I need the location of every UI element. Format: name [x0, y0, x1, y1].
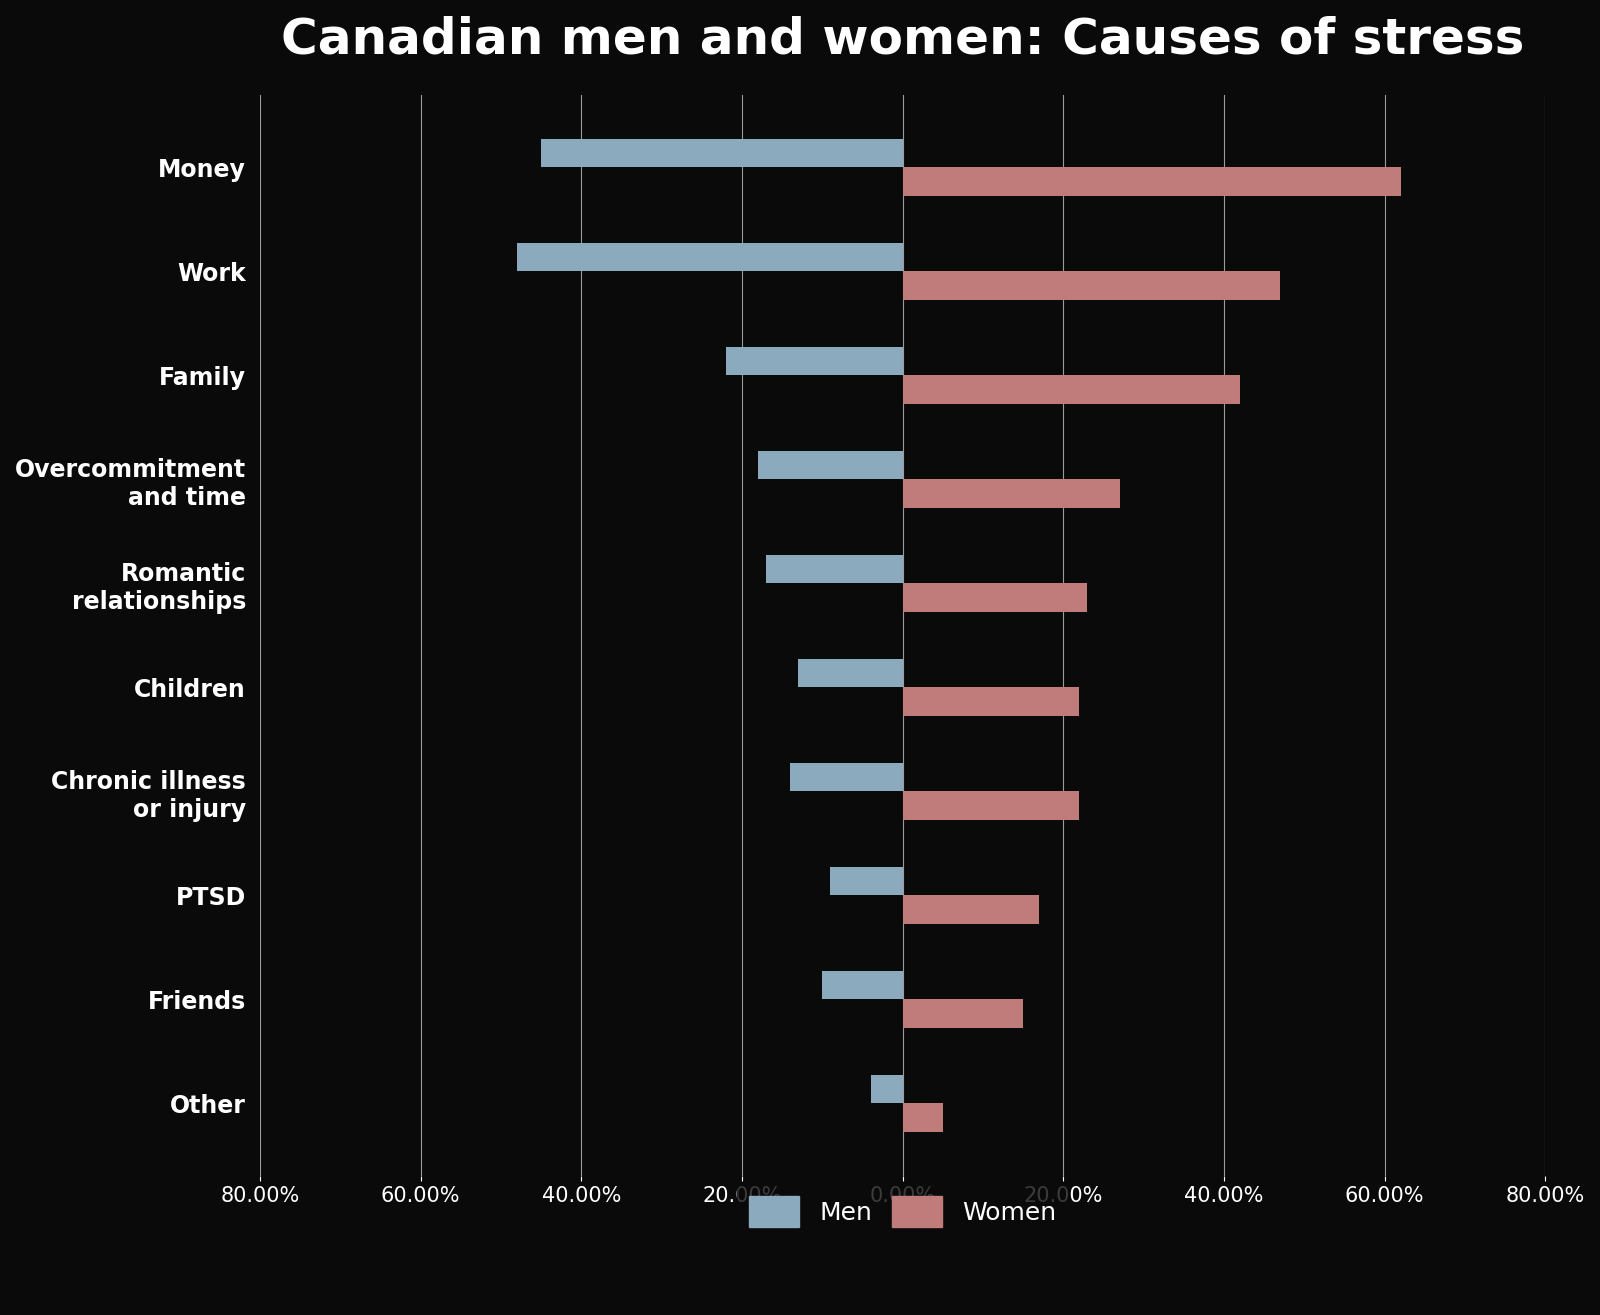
Bar	[517, 243, 902, 271]
Bar	[870, 1074, 902, 1103]
Bar	[822, 970, 902, 999]
Bar	[902, 896, 1040, 923]
Bar	[758, 451, 902, 480]
Bar	[902, 688, 1080, 715]
Bar	[902, 480, 1120, 508]
Legend: Men, Women: Men, Women	[736, 1184, 1069, 1239]
Bar	[902, 999, 1022, 1028]
Bar	[830, 867, 902, 896]
Title: Canadian men and women: Causes of stress: Canadian men and women: Causes of stress	[282, 14, 1525, 63]
Bar	[790, 763, 902, 792]
Bar	[902, 1103, 942, 1132]
Bar	[902, 584, 1088, 611]
Bar	[902, 792, 1080, 819]
Bar	[902, 167, 1400, 196]
Bar	[902, 271, 1280, 300]
Bar	[541, 139, 902, 167]
Bar	[766, 555, 902, 584]
Bar	[726, 347, 902, 375]
Bar	[902, 375, 1240, 404]
Bar	[798, 659, 902, 688]
